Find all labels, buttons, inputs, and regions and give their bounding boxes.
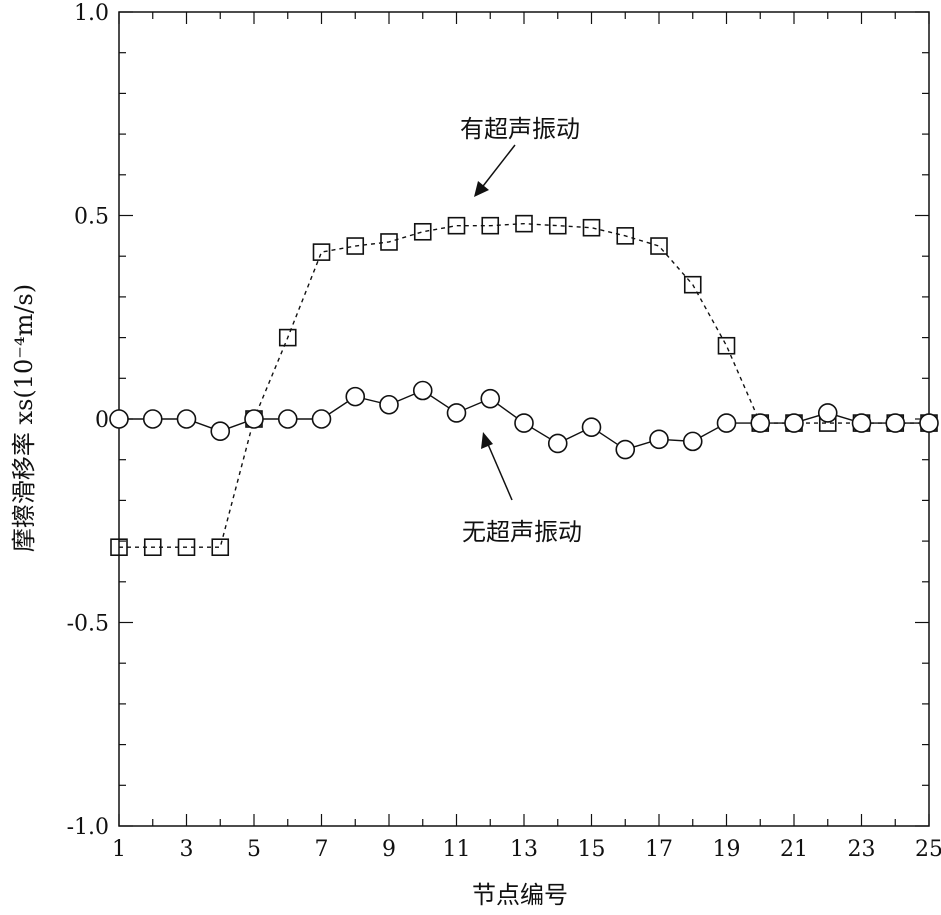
- data-point-circle: [716, 413, 737, 433]
- x-axis-label: 节点编号: [472, 881, 568, 909]
- data-point-circle: [682, 431, 703, 452]
- data-point-square: [515, 214, 533, 233]
- data-point-circle: [547, 433, 568, 454]
- data-point-circle: [109, 409, 129, 429]
- data-point-circle: [379, 394, 399, 415]
- data-point-circle: [885, 413, 906, 433]
- x-tick-label: 15: [578, 837, 606, 862]
- data-point-circle: [784, 413, 804, 433]
- annotation-arrow-with: [479, 144, 516, 191]
- x-tick-label: 3: [180, 837, 194, 862]
- x-tick-label: 25: [915, 837, 941, 862]
- data-point-circle: [142, 409, 163, 429]
- data-point-circle: [615, 439, 636, 460]
- annotation-without-ultrasonic: 无超声振动: [462, 518, 582, 546]
- data-point-circle: [514, 413, 534, 433]
- data-point-square: [481, 216, 500, 235]
- data-point-square: [413, 222, 432, 241]
- data-point-circle: [581, 417, 602, 437]
- y-tick-label: 1.0: [74, 1, 109, 26]
- data-point-square: [143, 538, 162, 557]
- x-tick-label: 21: [780, 837, 808, 862]
- data-point-square: [211, 538, 230, 557]
- data-point-circle: [817, 403, 838, 423]
- data-point-square: [650, 237, 668, 255]
- data-point-square: [616, 227, 635, 245]
- data-point-circle: [750, 413, 771, 433]
- x-tick-label: 5: [247, 837, 261, 862]
- annotation-arrow-without: [486, 441, 513, 501]
- data-point-circle: [649, 429, 669, 450]
- y-tick-label: 0: [95, 408, 109, 433]
- x-tick-label: 11: [443, 837, 471, 862]
- data-point-circle: [176, 409, 197, 429]
- data-point-circle: [244, 409, 264, 429]
- x-tick-label: 1: [112, 837, 126, 862]
- arrow-head-icon: [474, 181, 489, 197]
- data-point-square: [447, 216, 466, 235]
- data-point-square: [312, 243, 331, 261]
- y-tick-label: 0.5: [74, 205, 109, 230]
- data-point-circle: [480, 388, 501, 409]
- data-point-square: [177, 538, 196, 557]
- data-point-square: [110, 538, 128, 557]
- y-tick-label: -1.0: [67, 815, 109, 840]
- data-point-square: [548, 216, 567, 235]
- data-point-square: [582, 218, 601, 237]
- annotation-with-ultrasonic: 有超声振动: [460, 115, 580, 143]
- data-point-square: [346, 237, 365, 255]
- x-tick-label: 13: [510, 837, 538, 862]
- data-point-circle: [277, 409, 298, 429]
- data-point-circle: [311, 409, 332, 429]
- x-tick-label: 17: [645, 837, 673, 862]
- series-line-with-ultrasonic: [119, 222, 929, 548]
- data-point-square: [380, 233, 398, 251]
- x-tick-label: 7: [315, 837, 329, 862]
- data-point-square: [278, 328, 297, 347]
- data-point-circle: [412, 380, 433, 401]
- x-tick-label: 9: [382, 837, 396, 862]
- x-tick-label: 19: [713, 837, 741, 862]
- axes: 1 3 5 7 9 11 13 15 17 19 21 23 25-1.0-0.500.51.0: [67, 1, 941, 862]
- data-point-circle: [210, 421, 231, 442]
- data-point-square: [683, 275, 702, 294]
- data-point-square: [717, 336, 736, 355]
- data-point-circle: [446, 403, 467, 423]
- y-tick-label: -0.5: [67, 612, 109, 637]
- x-tick-label: 23: [848, 837, 876, 862]
- arrow-head-icon: [481, 432, 493, 449]
- series-layer: [109, 214, 939, 557]
- y-axis-label: 摩擦滑移率 xs(10⁻⁴m/s): [10, 284, 38, 552]
- data-point-circle: [919, 413, 939, 433]
- data-point-circle: [345, 386, 366, 407]
- data-point-circle: [851, 413, 872, 433]
